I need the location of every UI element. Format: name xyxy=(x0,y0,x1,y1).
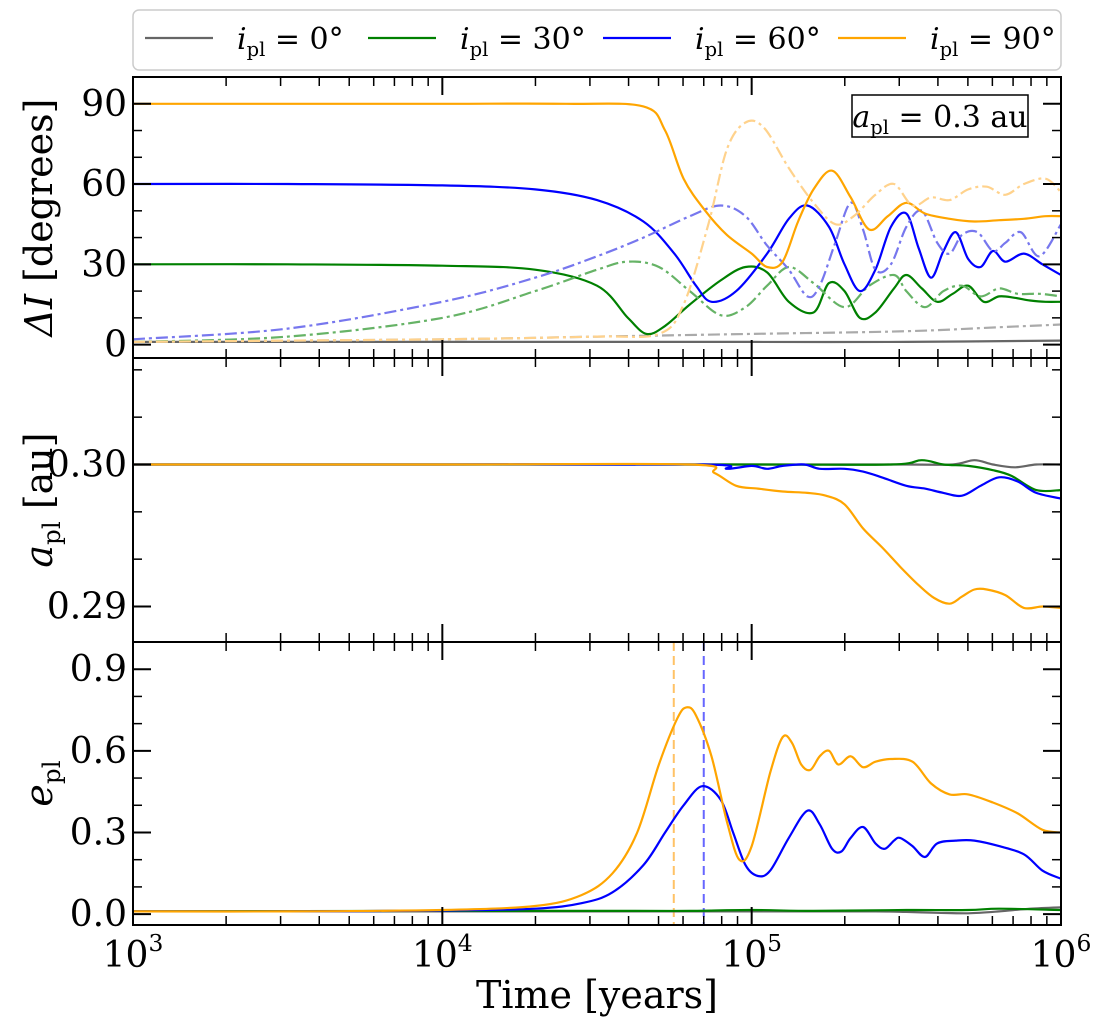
series-line xyxy=(133,706,1061,913)
y-tick-label: 0.30 xyxy=(47,445,127,486)
series-line xyxy=(133,462,1061,610)
series-line xyxy=(133,260,1061,343)
y-axis-title: epl xyxy=(17,760,66,806)
y-tick-label: 0 xyxy=(104,325,127,366)
series-line xyxy=(133,102,1061,269)
y-tick-label: 60 xyxy=(81,164,127,205)
y-tick-label: 0.6 xyxy=(70,731,127,772)
y-tick-label: 30 xyxy=(81,244,127,285)
y-tick-label: 0.3 xyxy=(70,812,127,853)
annotation-box xyxy=(851,94,1029,138)
panel-frame xyxy=(132,357,1062,643)
x-axis-title: Time [years] xyxy=(476,973,718,1017)
y-tick-label: 0.0 xyxy=(70,894,127,935)
x-tick-label: 106 xyxy=(1031,929,1092,976)
y-tick-label: 0.9 xyxy=(70,649,127,690)
series-line xyxy=(133,263,1061,336)
y-axis-title: apl [au] xyxy=(17,432,66,567)
legend-label: ipl = 30° xyxy=(460,22,586,61)
legend-entry: ipl = 0° xyxy=(145,22,344,61)
legend-label: ipl = 90° xyxy=(930,22,1056,61)
series-line xyxy=(133,323,1061,343)
x-tick-label: 104 xyxy=(412,929,473,976)
y-tick-label: 90 xyxy=(81,84,127,125)
panel-eccentricity: 0.0 0.3 0.6 0.9 epl xyxy=(17,641,1062,935)
legend: ipl = 0° ipl = 30° ipl = 60° ipl = 90° xyxy=(132,9,1062,71)
y-axis-title: ΔI [degrees] xyxy=(17,99,61,339)
series-line xyxy=(133,339,1061,344)
legend-entry: ipl = 60° xyxy=(603,22,821,61)
legend-frame xyxy=(132,9,1062,71)
series-line xyxy=(133,119,1061,343)
y-tick-label: 0.29 xyxy=(47,587,127,628)
x-tick-label: 105 xyxy=(721,929,782,976)
legend-entry: ipl = 90° xyxy=(838,22,1056,61)
annotation: apl = 0.3 au xyxy=(851,94,1029,139)
legend-entry: ipl = 30° xyxy=(368,22,586,61)
panel-frame xyxy=(132,641,1062,926)
series-line xyxy=(133,201,1061,341)
series-line xyxy=(133,182,1061,304)
annotation-text: apl = 0.3 au xyxy=(852,100,1027,139)
panel-inclination: 0 30 60 90 ΔI [degrees] apl = 0.3 au xyxy=(17,76,1062,366)
legend-label: ipl = 0° xyxy=(237,22,344,61)
legend-label: ipl = 60° xyxy=(695,22,821,61)
series-line xyxy=(133,785,1061,913)
x-tick-label: 103 xyxy=(103,929,164,976)
series-line xyxy=(133,463,1061,500)
